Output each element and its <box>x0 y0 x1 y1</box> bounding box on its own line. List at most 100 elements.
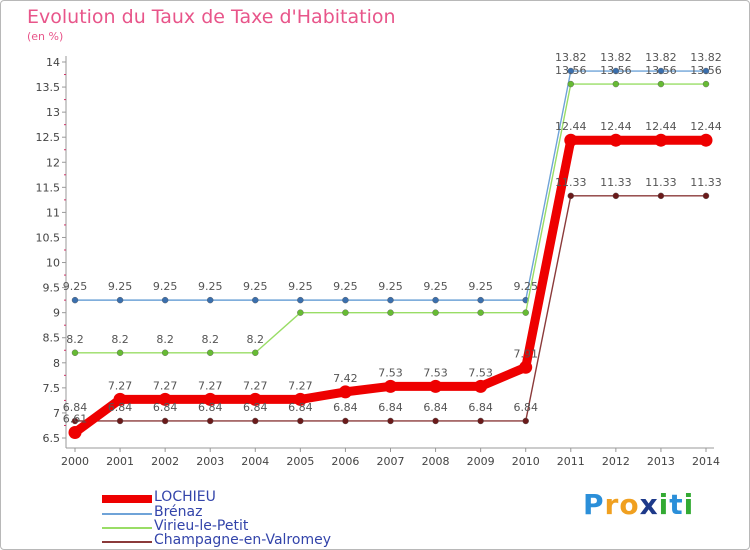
x-tick-label: 2014 <box>692 455 720 468</box>
data-label: 8.2 <box>156 333 174 346</box>
data-point <box>474 379 488 393</box>
y-tick-label: 13 <box>46 106 60 119</box>
data-point <box>158 392 172 406</box>
data-point <box>342 296 349 304</box>
data-point <box>477 296 484 304</box>
data-label: 9.25 <box>333 280 358 293</box>
data-point <box>477 417 484 425</box>
x-tick-label: 2010 <box>512 455 540 468</box>
data-label: 6.84 <box>153 401 178 414</box>
data-label: 9.25 <box>468 280 493 293</box>
logo-letter: t <box>669 488 684 521</box>
data-label: 6.84 <box>333 401 358 414</box>
x-tick-label: 2008 <box>422 455 450 468</box>
data-label: 9.25 <box>198 280 223 293</box>
data-label: 12.44 <box>690 120 722 133</box>
data-label: 6.84 <box>288 401 313 414</box>
data-point <box>432 309 439 316</box>
logo-letter: o <box>619 488 640 521</box>
y-tick-label: 7 <box>53 407 60 420</box>
data-label: 7.53 <box>378 366 403 379</box>
data-point <box>567 192 574 200</box>
data-point <box>612 67 620 75</box>
data-point <box>297 417 304 425</box>
data-label: 8.2 <box>66 333 84 346</box>
data-label: 7.42 <box>333 372 358 385</box>
data-point <box>293 392 307 406</box>
data-label: 9.25 <box>378 280 403 293</box>
data-point <box>432 417 439 425</box>
data-point <box>477 309 484 316</box>
data-point <box>654 133 668 147</box>
data-point <box>609 133 623 147</box>
data-label: 11.33 <box>600 176 632 189</box>
data-label: 9.25 <box>423 280 448 293</box>
y-tick-label: 11.5 <box>36 181 61 194</box>
legend-label: Virieu-le-Petit <box>154 518 249 534</box>
series-layer <box>68 67 713 439</box>
data-point <box>338 385 352 399</box>
data-point <box>567 67 574 75</box>
data-label: 13.56 <box>690 64 722 77</box>
y-tick-label: 14 <box>46 56 60 69</box>
data-point <box>612 192 620 200</box>
y-tick-label: 13.5 <box>36 81 61 94</box>
data-label: 13.82 <box>555 51 587 64</box>
data-label: 7.53 <box>468 366 493 379</box>
data-label: 6.84 <box>378 401 403 414</box>
logo-letter: r <box>604 488 620 521</box>
data-label: 6.84 <box>243 401 268 414</box>
y-tick-label: 9 <box>53 307 60 320</box>
data-label: 7.27 <box>243 379 268 392</box>
data-point <box>116 417 124 425</box>
x-tick-label: 2009 <box>467 455 495 468</box>
data-label: 9.25 <box>288 280 313 293</box>
data-point <box>203 392 217 406</box>
x-tick-label: 2007 <box>377 455 405 468</box>
data-label: 13.56 <box>555 64 587 77</box>
chart-title: Evolution du Taux de Taxe d'Habitation <box>27 6 396 28</box>
data-label: 8.2 <box>247 333 265 346</box>
data-point <box>71 296 79 304</box>
legend-swatch <box>102 527 152 529</box>
data-point <box>207 349 214 356</box>
data-label: 7.27 <box>153 379 178 392</box>
x-tick-label: 2004 <box>241 455 269 468</box>
data-label: 6.84 <box>108 401 133 414</box>
x-tick-label: 2006 <box>331 455 359 468</box>
data-label: 13.56 <box>600 64 632 77</box>
data-label: 9.25 <box>153 280 178 293</box>
data-point <box>612 80 620 88</box>
data-point <box>564 133 578 147</box>
data-label: 7.91 <box>513 347 538 360</box>
data-label: 9.25 <box>108 280 133 293</box>
data-point <box>699 133 713 147</box>
data-point <box>116 349 124 356</box>
data-label: 7.53 <box>423 366 448 379</box>
logo-letter: i <box>683 488 695 521</box>
data-point <box>432 296 439 304</box>
data-point <box>342 417 349 425</box>
data-label: 9.25 <box>513 280 538 293</box>
data-point <box>384 379 397 393</box>
logo-letter: x <box>639 488 659 521</box>
data-point <box>387 296 394 304</box>
data-label: 12.44 <box>555 120 587 133</box>
data-label: 13.82 <box>690 51 722 64</box>
data-point <box>68 425 82 439</box>
data-label: 6.84 <box>513 401 538 414</box>
data-point <box>342 309 349 316</box>
data-point <box>387 309 394 316</box>
data-point <box>71 417 79 425</box>
data-point <box>252 296 259 304</box>
y-tick-label: 8.5 <box>43 332 61 345</box>
data-point <box>519 360 533 374</box>
data-label: 6.84 <box>468 401 493 414</box>
data-label: 13.82 <box>645 51 677 64</box>
data-point <box>116 296 124 304</box>
x-tick-label: 2011 <box>557 455 585 468</box>
x-tick-label: 2012 <box>602 455 630 468</box>
data-label: 7.27 <box>288 379 313 392</box>
data-point <box>252 349 259 356</box>
